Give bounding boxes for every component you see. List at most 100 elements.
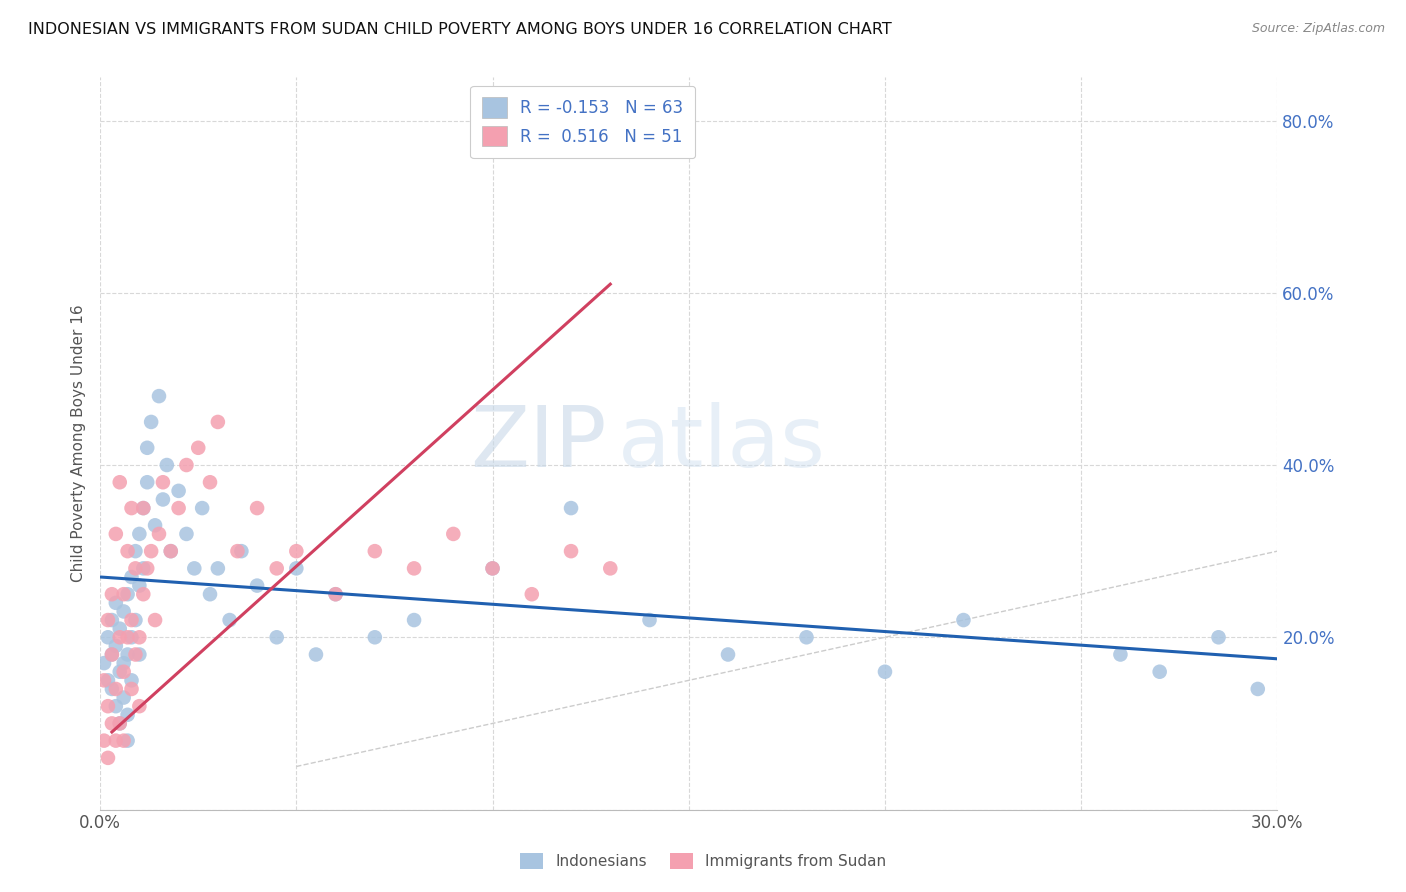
Point xyxy=(121,613,143,627)
Point xyxy=(104,639,127,653)
Point xyxy=(152,492,174,507)
Point xyxy=(108,716,131,731)
Point xyxy=(128,630,150,644)
Text: INDONESIAN VS IMMIGRANTS FROM SUDAN CHILD POVERTY AMONG BOYS UNDER 16 CORRELATIO: INDONESIAN VS IMMIGRANTS FROM SUDAN CHIL… xyxy=(28,22,891,37)
Point xyxy=(226,544,249,558)
Point xyxy=(139,544,162,558)
Point xyxy=(325,587,347,601)
Point xyxy=(132,501,155,516)
Point xyxy=(560,501,582,516)
Point xyxy=(305,648,328,662)
Point xyxy=(121,501,143,516)
Point xyxy=(325,587,347,601)
Point xyxy=(139,415,162,429)
Point xyxy=(112,587,135,601)
Point xyxy=(285,544,308,558)
Point xyxy=(520,587,543,601)
Point xyxy=(101,648,124,662)
Point xyxy=(481,561,503,575)
Point xyxy=(156,458,179,472)
Point xyxy=(218,613,240,627)
Point xyxy=(104,733,127,747)
Point xyxy=(124,561,146,575)
Point xyxy=(101,681,124,696)
Point xyxy=(599,561,621,575)
Point xyxy=(207,561,229,575)
Point xyxy=(148,527,170,541)
Point xyxy=(104,699,127,714)
Point xyxy=(124,648,146,662)
Point xyxy=(97,613,120,627)
Point xyxy=(121,673,143,688)
Point xyxy=(132,501,155,516)
Point xyxy=(152,475,174,490)
Point xyxy=(128,699,150,714)
Point xyxy=(207,415,229,429)
Point xyxy=(128,648,150,662)
Legend: R = -0.153   N = 63, R =  0.516   N = 51: R = -0.153 N = 63, R = 0.516 N = 51 xyxy=(471,86,695,158)
Legend: Indonesians, Immigrants from Sudan: Indonesians, Immigrants from Sudan xyxy=(515,847,891,875)
Point xyxy=(285,561,308,575)
Point xyxy=(873,665,896,679)
Point xyxy=(117,707,139,722)
Point xyxy=(101,613,124,627)
Point xyxy=(128,527,150,541)
Point xyxy=(246,501,269,516)
Point xyxy=(198,587,221,601)
Point xyxy=(481,561,503,575)
Point xyxy=(159,544,181,558)
Point xyxy=(108,630,131,644)
Point xyxy=(404,561,426,575)
Point xyxy=(104,527,127,541)
Point xyxy=(159,544,181,558)
Point xyxy=(93,733,115,747)
Point xyxy=(97,699,120,714)
Point xyxy=(93,656,115,670)
Point xyxy=(104,596,127,610)
Point xyxy=(117,733,139,747)
Point xyxy=(143,518,166,533)
Point xyxy=(93,673,115,688)
Point xyxy=(117,587,139,601)
Point xyxy=(143,613,166,627)
Point xyxy=(112,690,135,705)
Point xyxy=(101,648,124,662)
Point xyxy=(97,673,120,688)
Point xyxy=(136,441,159,455)
Point xyxy=(404,613,426,627)
Point xyxy=(167,501,190,516)
Text: atlas: atlas xyxy=(619,402,827,485)
Point xyxy=(266,561,288,575)
Point xyxy=(112,656,135,670)
Point xyxy=(148,389,170,403)
Point xyxy=(132,587,155,601)
Point xyxy=(112,604,135,618)
Point xyxy=(136,561,159,575)
Point xyxy=(132,561,155,575)
Point xyxy=(108,475,131,490)
Point xyxy=(112,733,135,747)
Point xyxy=(112,665,135,679)
Point xyxy=(124,544,146,558)
Point xyxy=(560,544,582,558)
Point xyxy=(136,475,159,490)
Point xyxy=(1247,681,1270,696)
Point xyxy=(97,630,120,644)
Point xyxy=(104,681,127,696)
Point xyxy=(167,483,190,498)
Point xyxy=(1109,648,1132,662)
Point xyxy=(638,613,661,627)
Point xyxy=(231,544,253,558)
Point xyxy=(176,458,198,472)
Point xyxy=(1208,630,1230,644)
Point xyxy=(246,579,269,593)
Point xyxy=(183,561,205,575)
Point xyxy=(108,716,131,731)
Point xyxy=(441,527,464,541)
Text: Source: ZipAtlas.com: Source: ZipAtlas.com xyxy=(1251,22,1385,36)
Point xyxy=(121,630,143,644)
Point xyxy=(108,622,131,636)
Point xyxy=(952,613,974,627)
Point xyxy=(101,716,124,731)
Point xyxy=(176,527,198,541)
